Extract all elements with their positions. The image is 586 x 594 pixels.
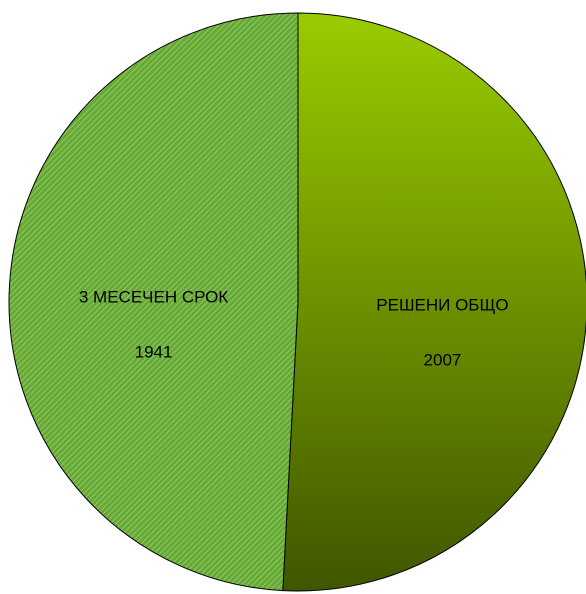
slice-label: 3 МЕСЕЧЕН СРОК	[79, 288, 228, 307]
pie-slice	[8, 12, 299, 592]
slice-value: 1941	[135, 343, 173, 362]
slice-label: РЕШЕНИ ОБЩО	[376, 295, 508, 314]
slice-value: 2007	[424, 350, 462, 369]
pie-slice	[282, 12, 586, 592]
